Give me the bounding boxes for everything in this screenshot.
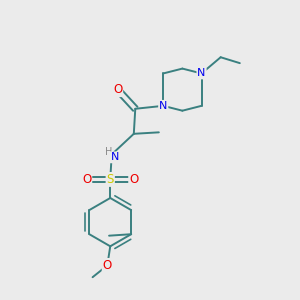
Text: N: N xyxy=(159,101,167,111)
Text: O: O xyxy=(113,83,122,96)
Text: N: N xyxy=(197,68,206,78)
Text: O: O xyxy=(129,173,138,186)
Text: O: O xyxy=(82,173,91,186)
Text: N: N xyxy=(110,152,119,162)
Text: O: O xyxy=(103,259,112,272)
Text: S: S xyxy=(106,173,114,186)
Text: H: H xyxy=(104,147,112,157)
